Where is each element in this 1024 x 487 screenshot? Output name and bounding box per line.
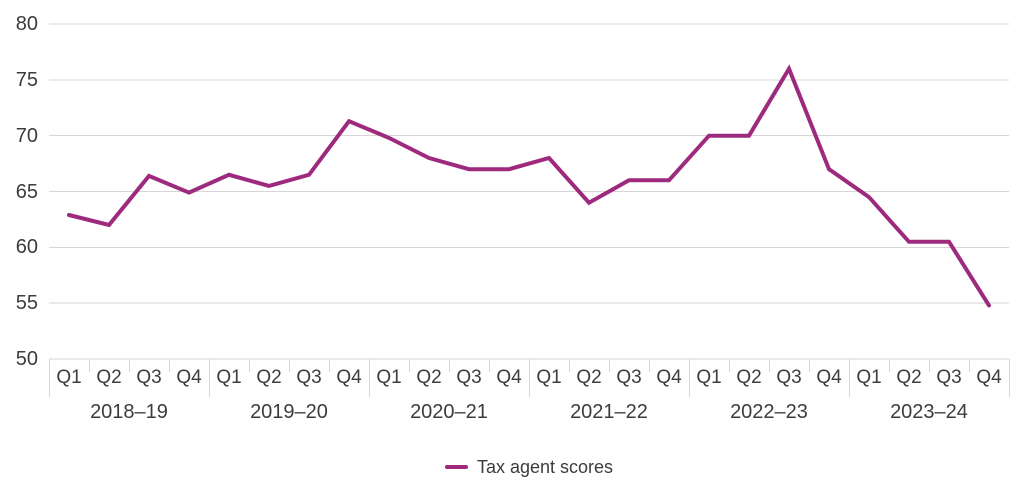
y-tick-label: 65 <box>15 180 38 203</box>
legend: Tax agent scores <box>49 456 1009 478</box>
x-axis-quarter-label: Q1 <box>376 367 402 388</box>
series-line-tax-agent-scores <box>67 64 991 308</box>
quarter-tick <box>569 360 570 372</box>
quarter-tick <box>809 360 810 372</box>
x-axis-year-label: 2023–24 <box>890 401 968 423</box>
y-tick-label: 70 <box>15 124 38 147</box>
x-axis-quarter-label: Q3 <box>936 367 962 388</box>
quarter-tick <box>649 360 650 372</box>
x-axis-quarter-label: Q3 <box>456 367 482 388</box>
x-axis-quarter-label: Q2 <box>896 367 922 388</box>
quarter-tick <box>249 360 250 372</box>
year-separator <box>849 359 850 397</box>
quarter-tick <box>489 360 490 372</box>
quarter-tick <box>129 360 130 372</box>
x-axis-quarter-label: Q2 <box>256 367 282 388</box>
x-axis-quarter-label: Q1 <box>536 367 562 388</box>
x-axis-quarter-label: Q4 <box>496 367 522 388</box>
y-tick-label: 80 <box>15 13 38 35</box>
quarter-tick <box>289 360 290 372</box>
x-axis-quarter-label: Q1 <box>216 367 242 388</box>
quarter-tick <box>889 360 890 372</box>
year-separator <box>49 359 50 397</box>
y-tick-label: 50 <box>15 348 38 370</box>
x-axis-quarter-label: Q3 <box>296 367 322 388</box>
x-axis-quarter-label: Q4 <box>816 367 842 388</box>
x-axis-quarter-label: Q2 <box>96 367 122 388</box>
x-axis-year-label: 2020–21 <box>410 401 488 423</box>
x-axis-year-label: 2021–22 <box>570 401 648 423</box>
x-axis-quarter-label: Q1 <box>696 367 722 388</box>
quarter-tick <box>89 360 90 372</box>
x-axis-quarter-label: Q1 <box>856 367 882 388</box>
quarter-tick <box>969 360 970 372</box>
x-axis-quarter-label: Q3 <box>616 367 642 388</box>
year-separator <box>209 359 210 397</box>
x-axis-quarter-label: Q4 <box>976 367 1002 388</box>
year-separator <box>529 359 530 397</box>
quarter-tick <box>729 360 730 372</box>
year-separator <box>369 359 370 397</box>
x-axis-year-label: 2022–23 <box>730 401 808 423</box>
x-axis-year-label: 2019–20 <box>250 401 328 423</box>
x-axis-year-label: 2018–19 <box>90 401 168 423</box>
x-axis-quarter-label: Q3 <box>776 367 802 388</box>
quarter-tick <box>169 360 170 372</box>
x-axis-quarter-label: Q2 <box>736 367 762 388</box>
quarter-tick <box>329 360 330 372</box>
quarter-tick <box>929 360 930 372</box>
x-axis-quarter-label: Q3 <box>136 367 162 388</box>
quarter-tick <box>409 360 410 372</box>
quarter-tick <box>449 360 450 372</box>
x-axis-quarter-label: Q1 <box>56 367 82 388</box>
y-tick-label: 60 <box>15 236 38 259</box>
year-separator <box>1009 359 1010 397</box>
quarter-tick <box>609 360 610 372</box>
x-axis-quarter-label: Q2 <box>576 367 602 388</box>
year-separator <box>689 359 690 397</box>
y-tick-label: 75 <box>15 68 38 91</box>
x-axis-quarter-label: Q4 <box>176 367 202 388</box>
quarter-tick <box>769 360 770 372</box>
legend-label: Tax agent scores <box>476 456 614 477</box>
x-axis-quarter-label: Q4 <box>336 367 362 388</box>
x-axis-quarter-label: Q4 <box>656 367 682 388</box>
x-axis-quarter-label: Q2 <box>416 367 442 388</box>
y-tick-label: 55 <box>15 292 38 315</box>
legend-swatch <box>444 465 468 469</box>
